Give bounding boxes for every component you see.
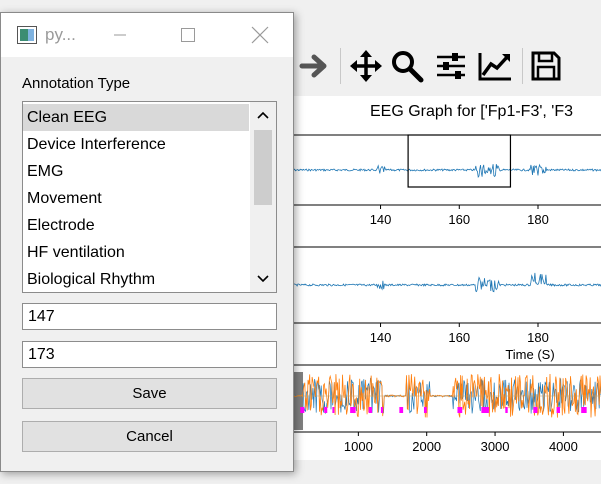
- x-tick-label: 160: [448, 212, 470, 227]
- x-axis-label: Time (S): [505, 347, 554, 362]
- annotation-marker: [505, 407, 508, 413]
- minimize-icon: [114, 34, 126, 36]
- list-item-biological-rhythm[interactable]: Biological Rhythm: [27, 271, 156, 288]
- eeg-figure[interactable]: EEG Graph for ['Fp1-F3', 'F3 140 160 180 1…: [289, 96, 601, 460]
- navigation-toolbar: [290, 40, 601, 94]
- save-button[interactable]: Save: [22, 378, 277, 409]
- annotation-type-label: Annotation Type: [22, 75, 131, 92]
- maximize-button[interactable]: [165, 13, 211, 57]
- save-icon: [531, 51, 561, 81]
- x-tick-label: 180: [527, 330, 549, 345]
- plot-window-status-area: [290, 460, 601, 484]
- x-tick-label: 180: [527, 212, 549, 227]
- eeg-trace-line: [289, 272, 601, 293]
- chevron-up-icon: [257, 111, 269, 119]
- annotation-marker: [533, 407, 538, 413]
- subplots-button[interactable]: [433, 48, 469, 84]
- x-tick-label: 160: [448, 330, 470, 345]
- annotation-marker: [581, 407, 587, 413]
- chevron-down-icon: [257, 275, 269, 283]
- pan-button[interactable]: [348, 48, 384, 84]
- toolbar-separator: [522, 48, 523, 84]
- scroll-up-button[interactable]: [250, 102, 276, 128]
- annotation-marker: [324, 407, 328, 413]
- toolbar-separator: [340, 48, 341, 84]
- maximize-icon: [181, 28, 195, 42]
- x-tick-label: 2000: [412, 439, 441, 454]
- x-tick-label: 140: [370, 212, 392, 227]
- chart-title: EEG Graph for ['Fp1-F3', 'F3: [370, 103, 573, 120]
- pan-icon: [350, 50, 382, 82]
- annotation-marker: [332, 407, 335, 413]
- axes-channel-2[interactable]: 140 160 180: [289, 246, 601, 345]
- minimize-button[interactable]: [97, 13, 143, 57]
- scroll-thumb[interactable]: [254, 130, 272, 205]
- forward-icon: [299, 54, 327, 78]
- annotation-marker: [481, 407, 489, 413]
- annotation-marker: [350, 407, 356, 413]
- customize-icon: [478, 53, 511, 81]
- annotation-marker: [399, 407, 404, 413]
- python-app-icon: [17, 26, 37, 44]
- list-item-hf-ventilation[interactable]: HF ventilation: [27, 244, 125, 261]
- subplots-icon: [437, 53, 465, 79]
- dialog-titlebar[interactable]: py...: [1, 13, 293, 57]
- dialog-title: py...: [45, 25, 76, 44]
- list-item-device-interference[interactable]: Device Interference: [27, 136, 166, 153]
- axes-channel-1[interactable]: 140 160 180: [289, 134, 601, 227]
- annotation-marker: [380, 407, 383, 413]
- x-tick-label: 3000: [481, 439, 510, 454]
- selection-box: [407, 134, 512, 188]
- annotation-marker: [423, 407, 427, 413]
- list-item-electrode[interactable]: Electrode: [27, 217, 95, 234]
- cancel-button[interactable]: Cancel: [22, 421, 277, 452]
- zoom-icon: [392, 51, 424, 83]
- list-item-movement[interactable]: Movement: [27, 190, 102, 207]
- annotation-marker: [368, 407, 373, 413]
- annotation-marker: [300, 407, 305, 413]
- close-icon: [251, 26, 269, 44]
- x-tick-label: 1000: [344, 439, 373, 454]
- annotation-marker: [556, 407, 560, 413]
- start-time-input[interactable]: [22, 303, 277, 330]
- list-item-emg[interactable]: EMG: [27, 163, 64, 180]
- zoom-button[interactable]: [389, 48, 425, 84]
- scroll-down-button[interactable]: [250, 266, 276, 292]
- close-button[interactable]: [237, 13, 283, 57]
- eeg-trace-line: [289, 163, 601, 178]
- list-item-clean-eeg[interactable]: Clean EEG: [23, 104, 249, 131]
- axes-overview[interactable]: 1000 2000 3000 4000: [289, 364, 601, 454]
- annotation-type-list[interactable]: Clean EEG Device Interference EMG Moveme…: [22, 101, 277, 293]
- end-time-input[interactable]: [22, 341, 277, 368]
- annotation-dialog: py... Annotation Type Clean EEG Device I…: [0, 12, 294, 472]
- figure-canvas[interactable]: EEG Graph for ['Fp1-F3', 'F3 140 160 180 1…: [289, 96, 601, 460]
- annotation-marker: [457, 407, 463, 413]
- x-tick-label: 140: [370, 330, 392, 345]
- save-figure-button[interactable]: [528, 48, 564, 84]
- list-scrollbar[interactable]: [250, 102, 276, 292]
- forward-button[interactable]: [296, 48, 332, 84]
- overview-view-marker: [292, 372, 303, 430]
- x-tick-label: 4000: [549, 439, 578, 454]
- customize-button[interactable]: [477, 48, 513, 84]
